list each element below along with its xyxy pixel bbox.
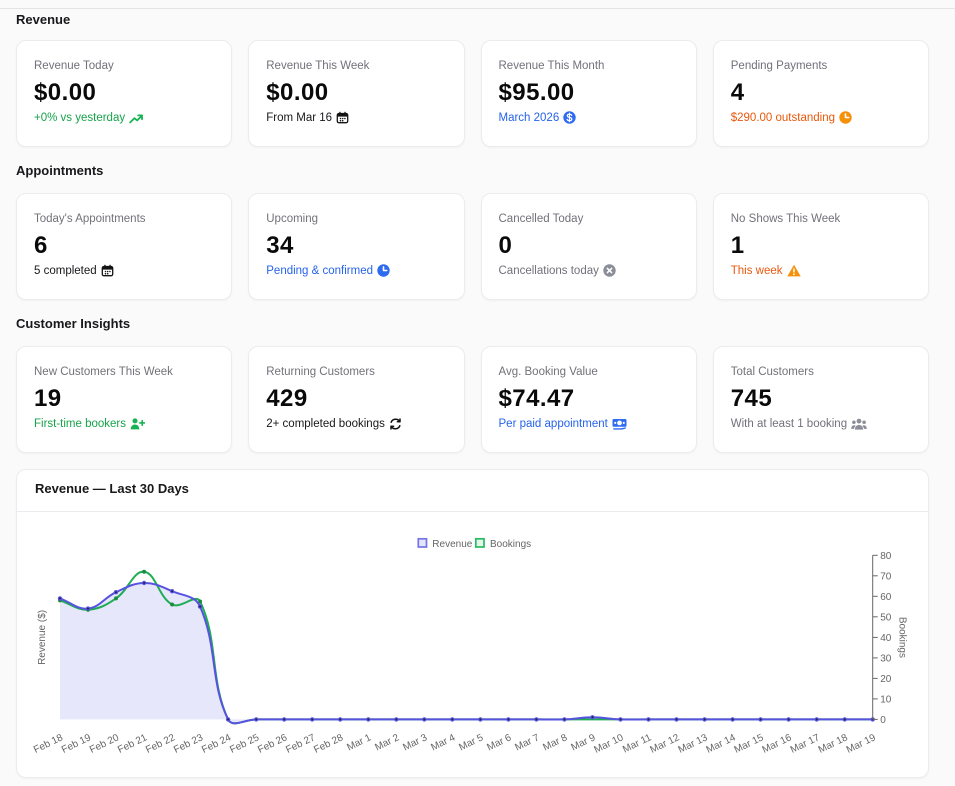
svg-text:Mar 10: Mar 10 (593, 732, 626, 756)
svg-text:Feb 23: Feb 23 (172, 732, 205, 756)
svg-text:Mar 1: Mar 1 (345, 732, 373, 753)
svg-text:0: 0 (880, 715, 886, 726)
svg-text:10: 10 (880, 695, 892, 706)
svg-text:Mar 3: Mar 3 (401, 732, 429, 753)
svg-text:Mar 15: Mar 15 (733, 732, 766, 756)
svg-text:Bookings: Bookings (490, 539, 531, 550)
svg-text:Mar 6: Mar 6 (485, 732, 513, 753)
svg-text:Feb 19: Feb 19 (60, 732, 93, 756)
svg-text:Mar 19: Mar 19 (845, 732, 878, 756)
svg-text:Mar 12: Mar 12 (649, 732, 682, 756)
svg-text:Revenue ($): Revenue ($) (37, 610, 48, 665)
svg-text:70: 70 (880, 571, 892, 582)
svg-text:Feb 26: Feb 26 (256, 732, 289, 756)
svg-text:40: 40 (880, 633, 892, 644)
svg-text:Mar 8: Mar 8 (541, 732, 569, 753)
svg-text:80: 80 (880, 551, 892, 562)
svg-text:Mar 14: Mar 14 (705, 732, 738, 756)
svg-text:Feb 24: Feb 24 (200, 732, 233, 756)
svg-text:Mar 13: Mar 13 (677, 732, 710, 756)
svg-text:Feb 21: Feb 21 (116, 732, 149, 756)
svg-text:Feb 25: Feb 25 (228, 732, 261, 756)
svg-text:Mar 5: Mar 5 (457, 732, 485, 753)
svg-text:Mar 16: Mar 16 (761, 732, 794, 756)
svg-text:Feb 20: Feb 20 (88, 732, 121, 756)
svg-text:Mar 2: Mar 2 (373, 732, 401, 753)
svg-text:Bookings: Bookings (897, 617, 908, 658)
svg-text:Mar 4: Mar 4 (429, 732, 457, 753)
svg-text:50: 50 (880, 612, 892, 623)
svg-text:Feb 27: Feb 27 (284, 732, 317, 756)
svg-text:Mar 11: Mar 11 (621, 732, 654, 755)
svg-text:Revenue: Revenue (432, 539, 472, 550)
svg-text:Mar 17: Mar 17 (789, 732, 822, 756)
svg-text:Mar 9: Mar 9 (570, 732, 598, 753)
svg-text:Feb 28: Feb 28 (312, 732, 345, 756)
svg-text:Mar 18: Mar 18 (817, 732, 850, 756)
svg-text:30: 30 (880, 654, 892, 665)
svg-text:20: 20 (880, 674, 892, 685)
svg-text:Feb 18: Feb 18 (32, 732, 65, 756)
svg-text:Mar 7: Mar 7 (513, 732, 541, 753)
svg-text:Feb 22: Feb 22 (144, 732, 177, 756)
svg-text:60: 60 (880, 592, 892, 603)
